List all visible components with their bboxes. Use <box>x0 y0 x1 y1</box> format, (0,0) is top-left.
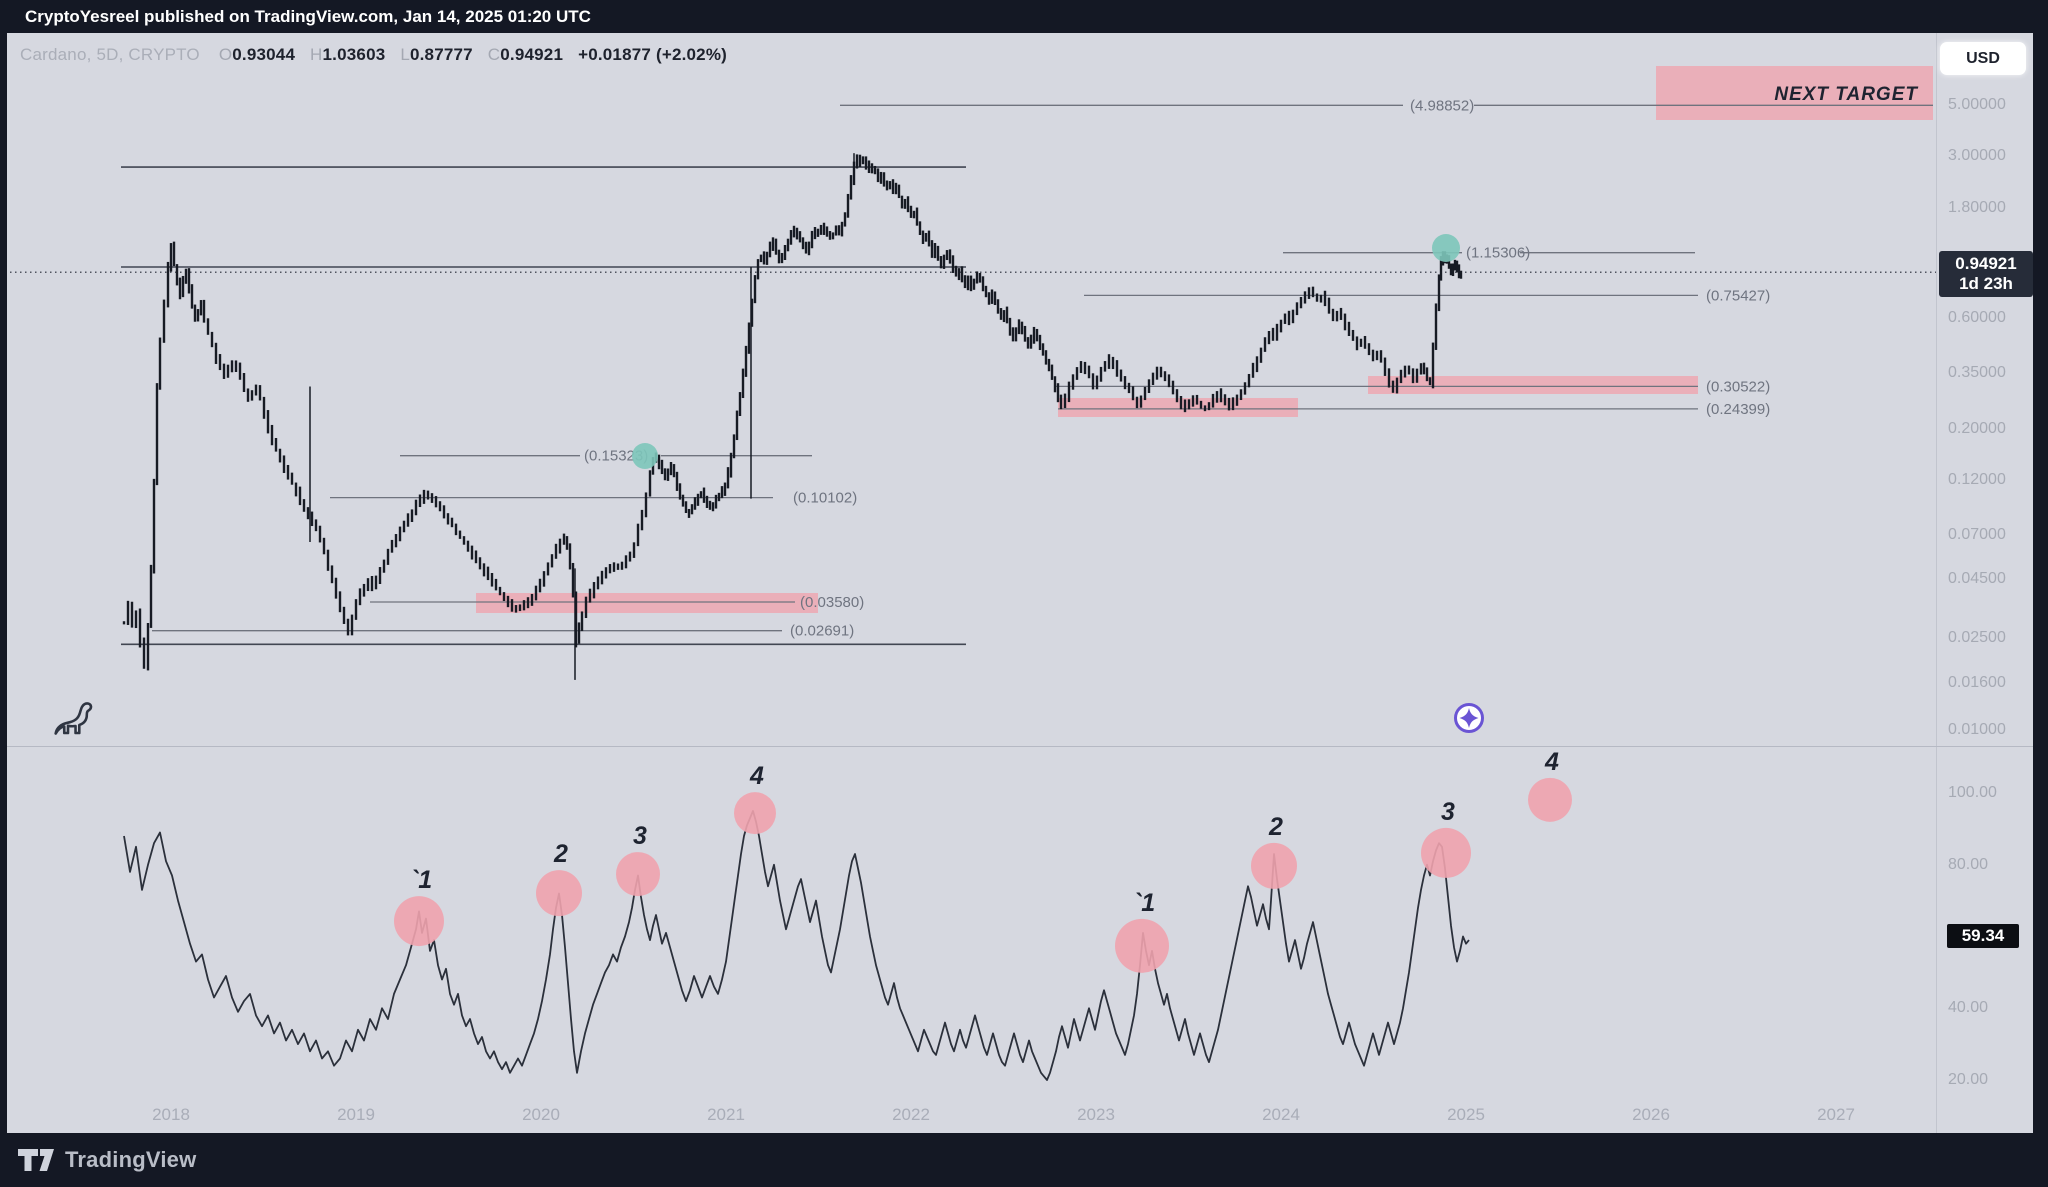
rsi-scale-label: 20.00 <box>1948 1071 1989 1088</box>
rsi-cycle-markers: `1 2 3 4 `1 2 3 4 <box>394 748 1572 973</box>
rsi-marker-circle <box>616 852 660 897</box>
year-label: 2026 <box>1632 1105 1670 1124</box>
level-label: (0.10102) <box>793 490 857 507</box>
change-value: +0.01877 (+2.02%) <box>578 45 728 64</box>
year-label: 2020 <box>522 1105 560 1124</box>
level-label: (0.30522) <box>1706 378 1770 395</box>
chart-area[interactable]: (4.98852) (1.15306) (0.75427) (0.30522) (0.2… <box>7 33 2033 1133</box>
level-label: (1.15306) <box>1466 245 1530 262</box>
open-value: 0.93044 <box>232 45 296 64</box>
price-scale-label: 0.01600 <box>1948 673 2006 691</box>
price-scale-label: 0.12000 <box>1948 471 2006 489</box>
footer-bar: TradingView <box>0 1133 2048 1187</box>
high-label: H <box>310 45 323 64</box>
rsi-marker-circle <box>1421 827 1471 878</box>
level-label: (4.98852) <box>1410 97 1474 114</box>
current-price: 0.94921 <box>1955 254 2017 273</box>
high-value: 1.03603 <box>322 45 386 64</box>
price-scale-label: 0.20000 <box>1948 419 2006 437</box>
low-value: 0.87777 <box>409 45 473 64</box>
rsi-marker-circle <box>1528 777 1572 822</box>
price-scale-label: 1.80000 <box>1948 198 2006 216</box>
rsi-marker-number: 3 <box>1441 798 1455 826</box>
rsi-marker-number: 2 <box>1268 813 1283 841</box>
level-label: (0.75427) <box>1706 287 1770 304</box>
rsi-marker-circle <box>734 792 776 835</box>
year-label: 2024 <box>1262 1105 1300 1124</box>
rsi-scale-label: 100.00 <box>1948 784 1997 801</box>
price-scale-divider <box>1936 33 1937 1133</box>
year-label: 2021 <box>707 1105 745 1124</box>
bar-countdown: 1d 23h <box>1959 274 2013 293</box>
rsi-marker-circle <box>1115 918 1169 973</box>
symbol-title: Cardano, 5D, CRYPTO <box>20 45 200 64</box>
tradingview-brand-text[interactable]: TradingView <box>65 1147 197 1172</box>
price-scale-label: 0.07000 <box>1948 525 2006 543</box>
year-label: 2022 <box>892 1105 930 1124</box>
price-scale-label: 3.00000 <box>1948 147 2006 165</box>
level-lines: (4.98852) (1.15306) (0.75427) (0.30522) (0.2… <box>121 97 1933 646</box>
level-label: (0.15323) <box>584 448 648 465</box>
pane-separator[interactable] <box>7 746 2033 747</box>
year-label: 2027 <box>1817 1105 1855 1124</box>
price-scale-label: 0.02500 <box>1948 629 2006 647</box>
price-scale-label: 0.01000 <box>1948 721 2006 739</box>
level-label: (0.02691) <box>790 623 854 640</box>
open-label: O <box>218 45 233 64</box>
price-scale-label: 0.04500 <box>1948 569 2006 587</box>
low-label: L <box>400 45 410 64</box>
rsi-line <box>123 810 1470 1081</box>
teal-touch-markers <box>632 234 1460 469</box>
tradingview-logo-icon[interactable] <box>18 1149 54 1171</box>
rsi-marker-circle <box>1251 842 1297 889</box>
rsi-marker-number: `1 <box>410 866 432 894</box>
rsi-marker-number: `1 <box>1133 889 1155 917</box>
dino-icon <box>54 702 93 735</box>
sparkle-icon[interactable] <box>1452 701 1486 735</box>
support-zone-0.0358 <box>476 593 818 613</box>
current-price-badge: 0.94921 1d 23h <box>1939 251 2033 297</box>
level-label: (0.03580) <box>800 594 864 611</box>
rsi-marker-number: 2 <box>553 840 568 868</box>
level-label: (0.24399) <box>1706 401 1770 418</box>
year-label: 2025 <box>1447 1105 1485 1124</box>
price-and-rsi-chart-svg: (4.98852) (1.15306) (0.75427) (0.30522) (0.2… <box>10 66 1936 1081</box>
rsi-scale-label: 40.00 <box>1948 999 1989 1017</box>
rsi-marker-number: 4 <box>749 762 764 790</box>
year-label: 2019 <box>337 1105 375 1124</box>
close-label: C <box>487 45 501 64</box>
rsi-marker-number: 3 <box>633 822 647 850</box>
price-scale-label: 0.35000 <box>1948 363 2006 381</box>
currency-toggle-button[interactable]: USD <box>1940 42 2026 75</box>
price-scale-label: 5.00000 <box>1948 96 2006 114</box>
symbol-legend[interactable]: Cardano, 5D, CRYPTO O0.93044 H1.03603 L0… <box>20 45 737 65</box>
price-scale-label: 0.60000 <box>1948 309 2006 327</box>
supply-zone-0.30 <box>1368 376 1698 394</box>
publish-banner: CryptoYesreel published on TradingView.c… <box>0 0 2048 33</box>
year-label: 2023 <box>1077 1105 1115 1124</box>
close-value: 0.94921 <box>500 45 564 64</box>
rsi-value-badge: 59.34 <box>1947 924 2019 948</box>
rsi-marker-circle <box>536 870 582 917</box>
highlight-zones <box>476 66 1933 613</box>
rsi-marker-number: 4 <box>1544 748 1559 776</box>
rsi-scale-label: 80.00 <box>1948 855 1989 873</box>
year-label: 2018 <box>152 1105 190 1124</box>
next-target-label: NEXT TARGET <box>1774 84 1918 105</box>
candlesticks <box>122 153 1463 680</box>
rsi-marker-circle <box>394 896 444 947</box>
next-target-zone <box>1656 66 1933 120</box>
